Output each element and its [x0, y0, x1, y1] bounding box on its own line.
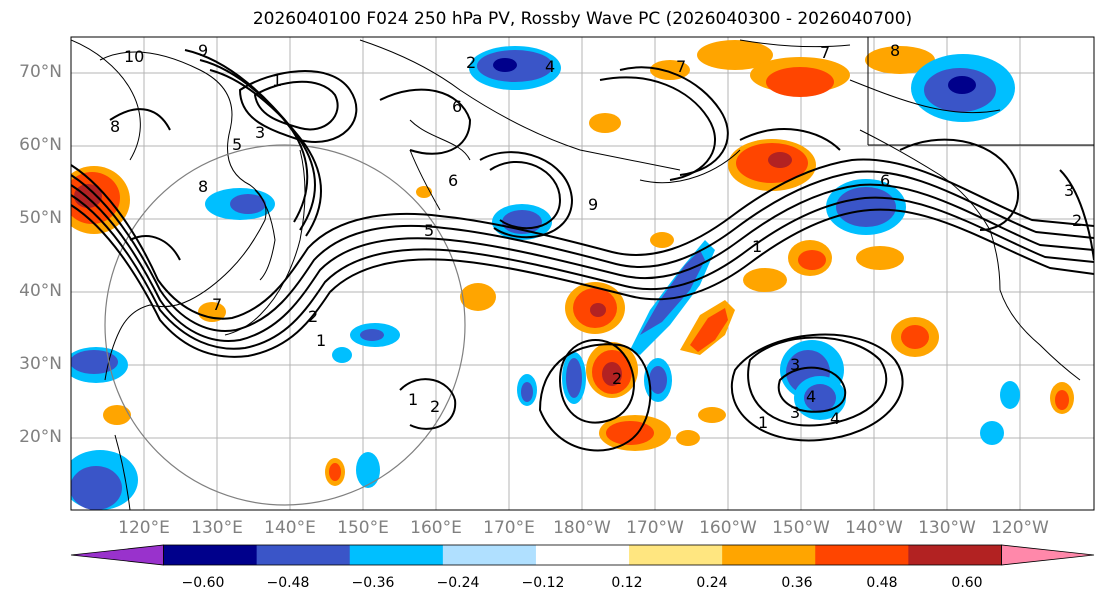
contour-label: 9 — [198, 41, 208, 60]
colorbar-tick-label: 0.48 — [866, 575, 898, 591]
colorbar-frame — [163, 544, 1002, 566]
colorbar-segment — [815, 545, 909, 565]
contour-label: 2 — [1072, 211, 1082, 230]
lon-label: 120°E — [118, 518, 170, 538]
contour-label: 3 — [255, 123, 265, 142]
contour-label: 8 — [890, 41, 900, 60]
contour-label: 1 — [408, 390, 418, 409]
colorbar-extend-low — [70, 544, 164, 566]
contour-label: 6 — [448, 171, 458, 190]
colorbar-segment — [908, 545, 1002, 565]
lon-label: 130°E — [191, 518, 243, 538]
colorbar-tick-label: −0.24 — [436, 575, 480, 591]
contour-label: 2 — [612, 369, 622, 388]
colorbar-extend-high — [1001, 544, 1095, 566]
lat-label: 40°N — [19, 281, 62, 301]
colorbar-tick-label: −0.60 — [181, 575, 225, 591]
pv-contours — [71, 49, 1094, 452]
contour-label: 3 — [1064, 181, 1074, 200]
colorbar-tick-label: 0.60 — [951, 575, 983, 591]
contour-label: 3 — [790, 403, 800, 422]
contour-label: 4 — [830, 409, 840, 428]
map-title: 2026040100 F024 250 hPa PV, Rossby Wave … — [252, 9, 913, 29]
colorbar — [70, 544, 1095, 566]
lat-label: 60°N — [19, 135, 62, 155]
contour-label: 2 — [308, 307, 318, 326]
contour-label: 1 — [316, 331, 326, 350]
colorbar-tick-label: −0.12 — [521, 575, 565, 591]
colorbar-tick-label: −0.36 — [351, 575, 395, 591]
contour-label: 8 — [110, 117, 120, 136]
contour-label: 2 — [466, 53, 476, 72]
lon-label: 180°W — [553, 518, 611, 538]
contour-label: 6 — [452, 97, 462, 116]
lon-label: 130°W — [918, 518, 976, 538]
great-circle-ring — [104, 144, 466, 506]
colorbar-tick-label: −0.48 — [266, 575, 310, 591]
lon-label: 170°E — [483, 518, 535, 538]
lon-label: 150°E — [337, 518, 389, 538]
colorbar-segment — [629, 545, 723, 565]
lon-label: 160°E — [410, 518, 462, 538]
contour-labels: 10 9 8 7 6 5 4 3 2 1 1 2 3 4 5 6 7 8 9 1… — [110, 41, 1082, 432]
colorbar-tick-label: 0.12 — [611, 575, 643, 591]
contour-label: 7 — [212, 295, 222, 314]
plot-frame — [70, 36, 1095, 511]
contour-label: 5 — [424, 221, 434, 240]
colorbar-segment — [163, 545, 258, 565]
contour-label: 8 — [198, 177, 208, 196]
pv-thin-contours — [71, 39, 1001, 184]
contour-label: 4 — [806, 387, 816, 406]
colorbar-segment — [442, 545, 537, 565]
contour-label: 10 — [124, 47, 144, 66]
contour-label: 9 — [588, 195, 598, 214]
contour-label: 3 — [790, 355, 800, 374]
lon-label: 170°W — [626, 518, 684, 538]
contour-label: 1 — [752, 237, 762, 256]
colorbar-segment — [535, 545, 630, 565]
coastlines — [99, 37, 1094, 510]
colorbar-tick-label: 0.36 — [781, 575, 813, 591]
lon-label: 140°E — [264, 518, 316, 538]
contour-label: 1 — [758, 413, 768, 432]
lon-label: 120°W — [991, 518, 1049, 538]
contour-label: 6 — [880, 171, 890, 190]
colorbar-segment — [349, 545, 444, 565]
lat-label: 70°N — [19, 62, 62, 82]
colorbar-tick-label: 0.24 — [696, 575, 728, 591]
contour-label: 7 — [820, 43, 830, 62]
contour-label: 2 — [430, 397, 440, 416]
lon-label: 150°W — [772, 518, 830, 538]
contour-label: 7 — [676, 57, 686, 76]
lon-label: 160°W — [699, 518, 757, 538]
colorbar-segment — [256, 545, 351, 565]
contour-label: 5 — [232, 135, 242, 154]
contour-label: 4 — [545, 57, 555, 76]
rossby-wave-pc-shading — [71, 40, 1074, 510]
contour-label: 1 — [272, 71, 282, 90]
lon-label: 140°W — [845, 518, 903, 538]
colorbar-segment — [722, 545, 816, 565]
lat-label: 50°N — [19, 208, 62, 228]
lat-label: 20°N — [19, 427, 62, 447]
lat-label: 30°N — [19, 354, 62, 374]
